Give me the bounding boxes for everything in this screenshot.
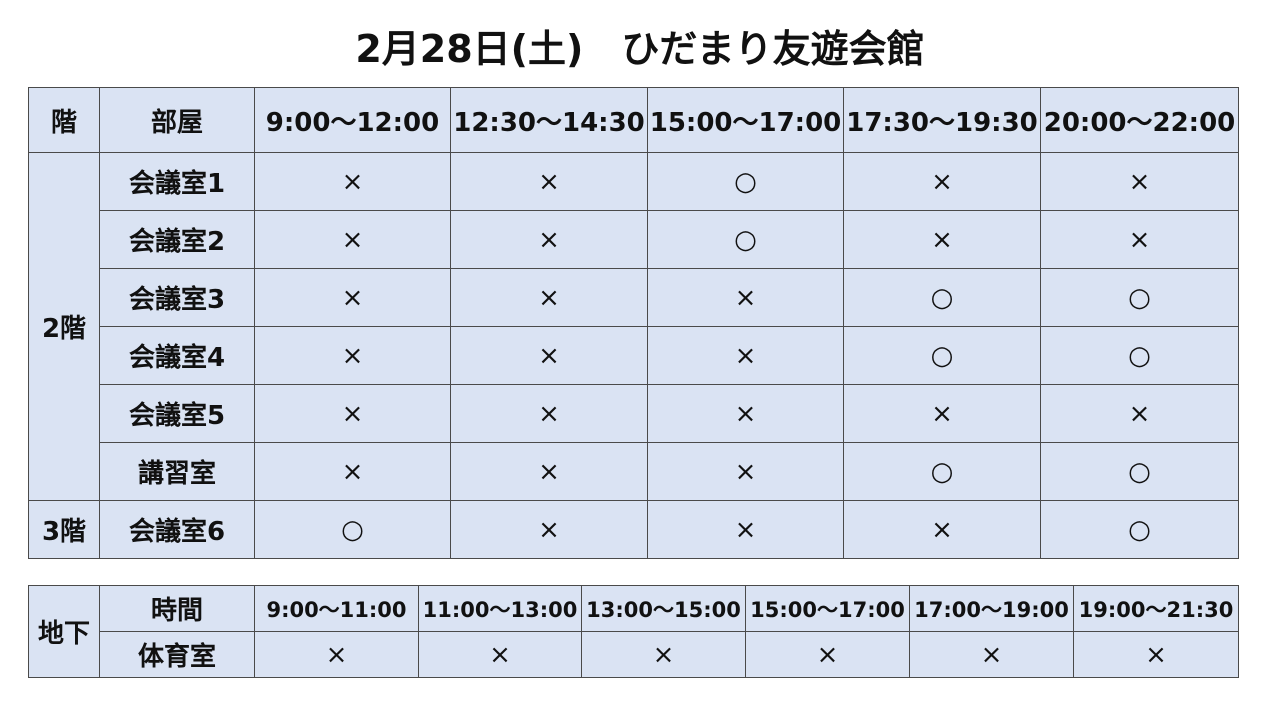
availability-cell: ×: [1073, 631, 1239, 678]
availability-cell: ×: [647, 326, 844, 385]
table-row: 会議室2 × × ○ × ×: [29, 210, 1239, 269]
room-cell: 会議室2: [99, 210, 255, 269]
basement-time-row: 地下 時間 9:00〜11:00 11:00〜13:00 13:00〜15:00…: [28, 585, 1239, 678]
availability-cell: ×: [254, 268, 451, 327]
availability-cell: ×: [647, 442, 844, 501]
room-cell: 会議室6: [99, 500, 255, 559]
availability-cell: ×: [581, 631, 746, 678]
header-floor: 階: [28, 87, 100, 153]
room-cell: 会議室4: [99, 326, 255, 385]
availability-cell: ×: [647, 500, 844, 559]
availability-cell: ×: [254, 152, 451, 211]
availability-cell: ×: [254, 210, 451, 269]
availability-cell: ×: [450, 152, 648, 211]
header-time: 9:00〜12:00: [254, 87, 451, 153]
table-row: 2階 会議室1 × × ○ × ×: [28, 152, 1239, 501]
room-cell: 講習室: [99, 442, 255, 501]
availability-cell: ○: [254, 500, 451, 559]
basement-room: 体育室: [99, 631, 255, 678]
basement-status-row: 体育室 × × × × × ×: [29, 631, 1239, 678]
availability-cell: ×: [254, 384, 451, 443]
floor-cell: 3階: [28, 500, 100, 559]
availability-cell: ×: [647, 384, 844, 443]
availability-cell: ×: [450, 384, 648, 443]
basement-time: 19:00〜21:30: [1073, 585, 1239, 632]
schedule-table: 階 部屋 9:00〜12:00 12:30〜14:30 15:00〜17:00 …: [28, 87, 1239, 559]
availability-cell: ×: [1040, 152, 1239, 211]
availability-cell: ×: [843, 384, 1041, 443]
basement-time: 17:00〜19:00: [909, 585, 1074, 632]
table-row: 講習室 × × × ○ ○: [29, 442, 1239, 501]
room-cell: 会議室5: [99, 384, 255, 443]
header-time: 17:30〜19:30: [843, 87, 1041, 153]
availability-cell: ○: [843, 268, 1041, 327]
table-row: 会議室5 × × × × ×: [29, 384, 1239, 443]
basement-time: 11:00〜13:00: [418, 585, 582, 632]
availability-cell: ×: [647, 268, 844, 327]
basement-time: 13:00〜15:00: [581, 585, 746, 632]
availability-cell: ×: [450, 268, 648, 327]
basement-time: 15:00〜17:00: [745, 585, 910, 632]
availability-cell: ○: [1040, 326, 1239, 385]
floor-cell: 2階: [28, 152, 100, 501]
availability-cell: ○: [647, 152, 844, 211]
availability-cell: ×: [909, 631, 1074, 678]
table-row: 会議室4 × × × ○ ○: [29, 326, 1239, 385]
room-cell: 会議室1: [99, 152, 255, 211]
basement-time: 9:00〜11:00: [254, 585, 419, 632]
table-row: 会議室3 × × × ○ ○: [29, 268, 1239, 327]
availability-cell: ○: [843, 326, 1041, 385]
availability-cell: ×: [450, 442, 648, 501]
time-label: 時間: [99, 585, 255, 632]
availability-cell: ×: [254, 631, 419, 678]
availability-cell: ○: [1040, 442, 1239, 501]
availability-cell: ○: [843, 442, 1041, 501]
availability-cell: ×: [745, 631, 910, 678]
availability-cell: ○: [1040, 268, 1239, 327]
header-room: 部屋: [99, 87, 255, 153]
table-row: 3階 会議室6 ○ × × × ○: [28, 500, 1239, 559]
header-row: 階 部屋 9:00〜12:00 12:30〜14:30 15:00〜17:00 …: [28, 87, 1239, 153]
availability-cell: ×: [254, 442, 451, 501]
room-cell: 会議室3: [99, 268, 255, 327]
availability-cell: ×: [450, 500, 648, 559]
availability-cell: ×: [1040, 210, 1239, 269]
availability-cell: ×: [1040, 384, 1239, 443]
header-time: 15:00〜17:00: [647, 87, 844, 153]
availability-cell: ×: [254, 326, 451, 385]
page-title: 2月28日(土) ひだまり友遊会館: [355, 27, 925, 71]
availability-cell: ×: [843, 210, 1041, 269]
availability-cell: ○: [647, 210, 844, 269]
availability-cell: ×: [450, 210, 648, 269]
header-time: 20:00〜22:00: [1040, 87, 1239, 153]
availability-cell: ×: [843, 500, 1041, 559]
availability-cell: ○: [1040, 500, 1239, 559]
availability-cell: ×: [450, 326, 648, 385]
basement-floor: 地下: [28, 585, 100, 678]
availability-cell: ×: [843, 152, 1041, 211]
basement-table: 地下 時間 9:00〜11:00 11:00〜13:00 13:00〜15:00…: [28, 585, 1239, 678]
availability-cell: ×: [418, 631, 582, 678]
header-time: 12:30〜14:30: [450, 87, 648, 153]
